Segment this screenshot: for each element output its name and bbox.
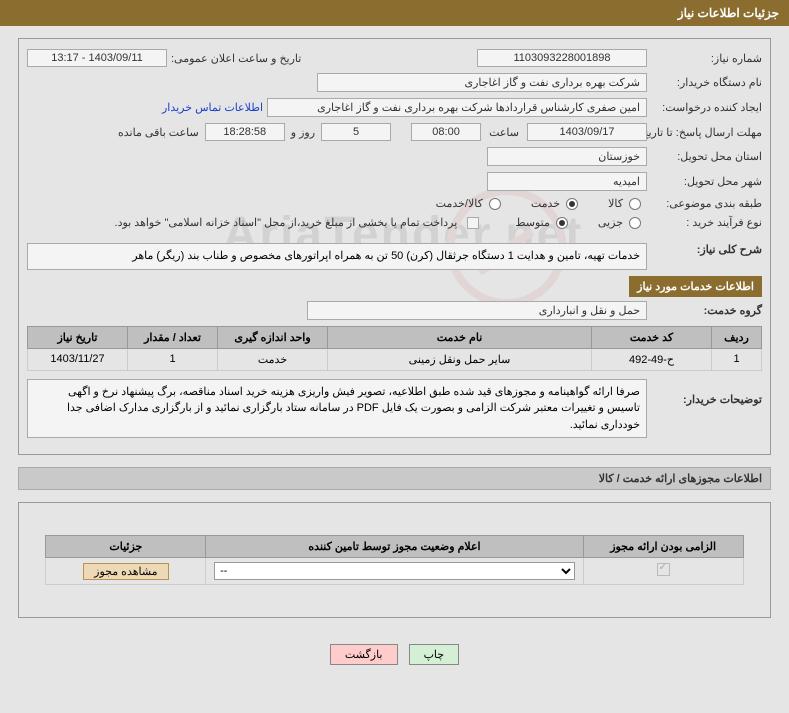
row-buyer-notes: توضیحات خریدار: صرفا ارائه گواهینامه و م… (27, 379, 762, 439)
table-row: 1 ح-49-492 سایر حمل ونقل زمینی خدمت 1 14… (28, 348, 762, 370)
svc-th-0: ردیف (712, 326, 762, 348)
svc-th-2: نام خدمت (328, 326, 592, 348)
radio-medium[interactable] (556, 217, 568, 229)
perm-detail-cell: مشاهده مجوز (46, 558, 206, 585)
remain-label: ساعت باقی مانده (114, 126, 205, 139)
row-desc: شرح کلی نیاز: خدمات تهیه، تامین و هدایت … (27, 243, 762, 270)
minor-label: جزیی (594, 216, 623, 229)
radio-service[interactable] (566, 198, 578, 210)
service-label: خدمت (527, 197, 560, 210)
svc-td-3: خدمت (218, 348, 328, 370)
print-button[interactable]: چاپ (409, 644, 460, 665)
buyer-org-field: شرکت بهره برداری نفت و گاز اغاجاری (317, 73, 647, 92)
perm-th-1: اعلام وضعیت مجوز توسط تامین کننده (206, 536, 583, 558)
city-label: شهر محل تحویل: (647, 175, 762, 188)
province-field: خوزستان (487, 147, 647, 166)
main-form-section: AriaTender.net شماره نیاز: 1103093228001… (18, 38, 771, 455)
need-no-field: 1103093228001898 (477, 49, 647, 67)
remain-time: 18:28:58 (205, 123, 285, 141)
radio-goods-service[interactable] (489, 198, 501, 210)
deadline-hour: 08:00 (411, 123, 481, 141)
perm-th-0: الزامی بودن ارائه مجوز (583, 536, 743, 558)
buyer-org-label: نام دستگاه خریدار: (647, 76, 762, 89)
footer-buttons: چاپ بازگشت (0, 630, 789, 679)
category-label: طبقه بندی موضوعی: (647, 197, 762, 210)
radio-goods[interactable] (629, 198, 641, 210)
row-city: شهر محل تحویل: امیدیه (27, 172, 762, 191)
row-deadline: مهلت ارسال پاسخ: تا تاریخ: 1403/09/17 سا… (27, 123, 762, 141)
buyer-notes-label: توضیحات خریدار: (647, 379, 762, 406)
row-buyer-org: نام دستگاه خریدار: شرکت بهره برداری نفت … (27, 73, 762, 92)
svc-td-0: 1 (712, 348, 762, 370)
perm-status-cell: -- (206, 558, 583, 585)
treasury-checkbox[interactable] (467, 217, 479, 229)
svc-th-3: واحد اندازه گیری (218, 326, 328, 348)
contact-link[interactable]: اطلاعات تماس خریدار (162, 101, 267, 114)
svc-td-2: سایر حمل ونقل زمینی (328, 348, 592, 370)
row-requester: ایجاد کننده درخواست: امین صفری کارشناس ق… (27, 98, 762, 117)
row-category: طبقه بندی موضوعی: کالا خدمت کالا/خدمت (27, 197, 762, 210)
desc-box: خدمات تهیه، تامین و هدایت 1 دستگاه جرثقا… (27, 243, 647, 270)
deadline-days: 5 (321, 123, 391, 141)
perm-required-cell (583, 558, 743, 585)
row-province: استان محل تحویل: خوزستان (27, 147, 762, 166)
province-label: استان محل تحویل: (647, 150, 762, 163)
service-table: ردیف کد خدمت نام خدمت واحد اندازه گیری ت… (27, 326, 762, 371)
svc-td-1: ح-49-492 (592, 348, 712, 370)
days-label: روز و (285, 126, 321, 139)
row-svc-group: گروه خدمت: حمل و نقل و انبارداری (27, 301, 762, 320)
table-row: -- مشاهده مجوز (46, 558, 743, 585)
row-proc-type: نوع فرآیند خرید : جزیی متوسط پرداخت تمام… (27, 216, 762, 229)
treasury-label: پرداخت تمام یا بخشی از مبلغ خرید،از محل … (111, 216, 462, 229)
medium-label: متوسط (511, 216, 550, 229)
radio-minor[interactable] (629, 217, 641, 229)
svc-th-1: کد خدمت (592, 326, 712, 348)
goods-service-label: کالا/خدمت (432, 197, 483, 210)
buyer-notes-box: صرفا ارائه گواهینامه و مجوزهای قید شده ط… (27, 379, 647, 439)
public-ann-label: تاریخ و ساعت اعلان عمومی: (167, 52, 301, 65)
required-checkbox (657, 563, 670, 576)
page-title: جزئیات اطلاعات نیاز (678, 6, 779, 20)
requester-field: امین صفری کارشناس قراردادها شرکت بهره بر… (267, 98, 647, 117)
svc-td-5: 1403/11/27 (28, 348, 128, 370)
svc-th-4: تعداد / مقدار (128, 326, 218, 348)
city-field: امیدیه (487, 172, 647, 191)
need-no-label: شماره نیاز: (647, 52, 762, 65)
service-info-header: اطلاعات خدمات مورد نیاز (629, 276, 762, 297)
svc-th-5: تاریخ نیاز (28, 326, 128, 348)
status-select[interactable]: -- (214, 562, 575, 580)
perm-th-2: جزئیات (46, 536, 206, 558)
permits-title: اطلاعات مجوزهای ارائه خدمت / کالا (18, 467, 771, 490)
hour-label: ساعت (481, 126, 527, 139)
requester-label: ایجاد کننده درخواست: (647, 101, 762, 114)
deadline-date: 1403/09/17 (527, 123, 647, 141)
view-permit-button[interactable]: مشاهده مجوز (83, 563, 168, 580)
permits-section: الزامی بودن ارائه مجوز اعلام وضعیت مجوز … (18, 502, 771, 618)
desc-label: شرح کلی نیاز: (647, 243, 762, 256)
page-title-bar: جزئیات اطلاعات نیاز (0, 0, 789, 26)
row-need-no: شماره نیاز: 1103093228001898 تاریخ و ساع… (27, 49, 762, 67)
svc-td-4: 1 (128, 348, 218, 370)
permits-table: الزامی بودن ارائه مجوز اعلام وضعیت مجوز … (45, 535, 743, 585)
public-ann-field: 1403/09/11 - 13:17 (27, 49, 167, 67)
svc-group-label: گروه خدمت: (647, 304, 762, 317)
page-container: جزئیات اطلاعات نیاز AriaTender.net شماره… (0, 0, 789, 679)
form-content: شماره نیاز: 1103093228001898 تاریخ و ساع… (27, 49, 762, 438)
proc-type-label: نوع فرآیند خرید : (647, 216, 762, 229)
back-button[interactable]: بازگشت (330, 644, 398, 665)
goods-label: کالا (604, 197, 623, 210)
svc-group-field: حمل و نقل و انبارداری (307, 301, 647, 320)
deadline-label: مهلت ارسال پاسخ: تا تاریخ: (647, 126, 762, 139)
